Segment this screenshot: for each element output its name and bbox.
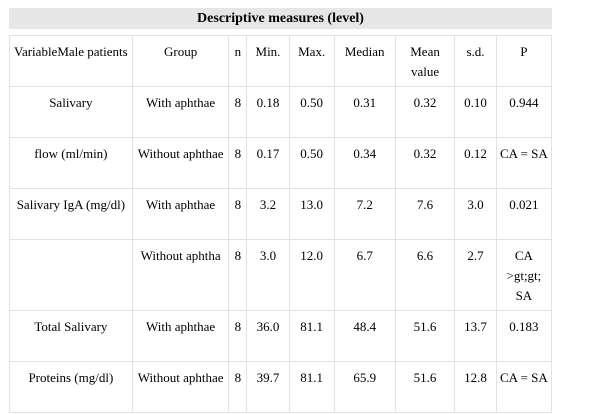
cell-variable: Total Salivary: [9, 310, 133, 362]
cell-median: 48.4: [333, 310, 396, 362]
cell-group: With aphthae: [131, 86, 230, 138]
table-row: flow (ml/min) Without aphthae 8 0.17 0.5…: [9, 137, 553, 189]
table-title: Descriptive measures (level): [9, 8, 552, 29]
cell-p: 0.183: [495, 310, 553, 362]
cell-max: 0.50: [288, 86, 335, 138]
cell-n: 8: [228, 137, 248, 189]
cell-median: 65.9: [333, 361, 396, 413]
cell-group: Without aphthae: [131, 361, 230, 413]
header-max: Max.: [288, 35, 335, 87]
cell-p: CA = SA: [495, 137, 553, 189]
header-min: Min.: [246, 35, 290, 87]
cell-n: 8: [228, 239, 248, 311]
cell-mean: 7.6: [394, 188, 456, 240]
cell-mean: 51.6: [394, 310, 456, 362]
header-median: Median: [333, 35, 396, 87]
header-p: P: [495, 35, 553, 87]
cell-variable: Salivary: [9, 86, 133, 138]
cell-p: 0.944: [495, 86, 553, 138]
cell-max: 12.0: [288, 239, 335, 311]
cell-mean: 6.6: [394, 239, 456, 311]
cell-mean: 0.32: [394, 137, 456, 189]
cell-max: 0.50: [288, 137, 335, 189]
cell-min: 0.17: [246, 137, 290, 189]
cell-median: 0.34: [333, 137, 396, 189]
header-n: n: [228, 35, 248, 87]
table-row: Without aphtha 8 3.0 12.0 6.7 6.6 2.7 CA…: [9, 239, 553, 311]
cell-group: With aphthae: [131, 310, 230, 362]
cell-n: 8: [228, 310, 248, 362]
descriptive-table-container: Descriptive measures (level) VariableMal…: [9, 8, 553, 413]
cell-variable: Salivary IgA (mg/dl): [9, 188, 133, 240]
cell-p: CA >gt;gt; SA: [495, 239, 553, 311]
header-mean: Mean value: [394, 35, 456, 87]
cell-min: 3.2: [246, 188, 290, 240]
cell-max: 81.1: [288, 310, 335, 362]
cell-sd: 12.8: [454, 361, 497, 413]
header-variable: VariableMale patients: [9, 35, 133, 87]
cell-group: With aphthae: [131, 188, 230, 240]
table-header-row: VariableMale patients Group n Min. Max. …: [9, 35, 553, 87]
cell-p: 0.021: [495, 188, 553, 240]
cell-variable: flow (ml/min): [9, 137, 133, 189]
table-row: Total Salivary With aphthae 8 36.0 81.1 …: [9, 310, 553, 362]
cell-n: 8: [228, 188, 248, 240]
header-sd: s.d.: [454, 35, 497, 87]
cell-max: 13.0: [288, 188, 335, 240]
cell-sd: 13.7: [454, 310, 497, 362]
cell-p: CA = SA: [495, 361, 553, 413]
cell-mean: 51.6: [394, 361, 456, 413]
table-row: Salivary With aphthae 8 0.18 0.50 0.31 0…: [9, 86, 553, 138]
cell-sd: 3.0: [454, 188, 497, 240]
cell-min: 3.0: [246, 239, 290, 311]
cell-group: Without aphthae: [131, 137, 230, 189]
cell-min: 0.18: [246, 86, 290, 138]
cell-min: 39.7: [246, 361, 290, 413]
cell-sd: 0.12: [454, 137, 497, 189]
cell-variable: Proteins (mg/dl): [9, 361, 133, 413]
cell-sd: 2.7: [454, 239, 497, 311]
cell-sd: 0.10: [454, 86, 497, 138]
descriptive-measures-table: VariableMale patients Group n Min. Max. …: [9, 35, 553, 413]
cell-min: 36.0: [246, 310, 290, 362]
cell-mean: 0.32: [394, 86, 456, 138]
cell-median: 0.31: [333, 86, 396, 138]
cell-median: 6.7: [333, 239, 396, 311]
cell-n: 8: [228, 86, 248, 138]
cell-n: 8: [228, 361, 248, 413]
table-row: Salivary IgA (mg/dl) With aphthae 8 3.2 …: [9, 188, 553, 240]
table-row: Proteins (mg/dl) Without aphthae 8 39.7 …: [9, 361, 553, 413]
cell-variable: [9, 239, 133, 311]
cell-group: Without aphtha: [131, 239, 230, 311]
cell-max: 81.1: [288, 361, 335, 413]
header-group: Group: [131, 35, 230, 87]
cell-median: 7.2: [333, 188, 396, 240]
